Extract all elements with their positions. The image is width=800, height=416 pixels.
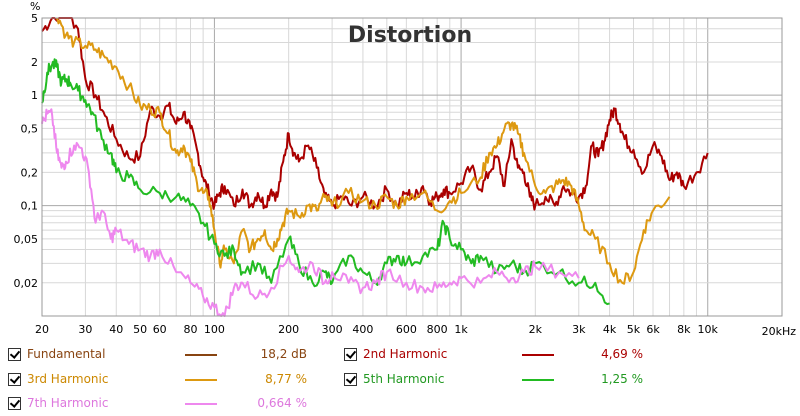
series-line-2nd-harmonic (41, 17, 709, 211)
x-tick-label: 5k (627, 323, 641, 336)
legend-label-fundamental: Fundamental (27, 347, 106, 361)
legend-value-5th-harmonic: 1,25 % (601, 372, 643, 386)
legend-label-7th-harmonic: 7th Harmonic (27, 396, 109, 410)
x-tick-label: 8k (677, 323, 691, 336)
series-line-5th-harmonic (41, 58, 610, 306)
legend: Fundamental 18,2 dB 2nd Harmonic 4,69 % … (0, 340, 800, 416)
legend-item-7th-harmonic[interactable]: 7th Harmonic 0,664 % (0, 395, 340, 413)
y-tick-label: 0,02 (14, 277, 39, 290)
5th-harmonic-checkbox[interactable] (344, 373, 357, 386)
legend-line-5th-harmonic (522, 379, 554, 381)
grid (42, 18, 782, 316)
y-tick-label: 2 (31, 56, 38, 69)
legend-line-2nd-harmonic (522, 354, 554, 356)
legend-line-7th-harmonic (185, 403, 217, 405)
fundamental-checkbox[interactable] (8, 348, 21, 361)
x-tick-label: 10k (698, 323, 719, 336)
y-tick-label: 0,1 (21, 200, 39, 213)
legend-value-3rd-harmonic: 8,77 % (265, 372, 307, 386)
x-tick-label: 80 (184, 323, 198, 336)
plot-border (41, 17, 783, 317)
y-axis-ticks: 5 2 1 0,5 0,2 0,1 0,05 0,02 (14, 12, 39, 290)
y-tick-label: 5 (31, 12, 38, 25)
x-tick-label: 600 (396, 323, 417, 336)
x-tick-label: 6k (646, 323, 660, 336)
x-tick-label: 2k (529, 323, 543, 336)
x-tick-label: 100 (204, 323, 225, 336)
legend-label-2nd-harmonic: 2nd Harmonic (363, 347, 448, 361)
x-tick-label: 800 (427, 323, 448, 336)
x-tick-label: 200 (278, 323, 299, 336)
legend-item-3rd-harmonic[interactable]: 3rd Harmonic 8,77 % (0, 371, 340, 389)
legend-line-fundamental (185, 354, 217, 356)
series-layer (41, 17, 709, 317)
series-line-7th-harmonic (41, 108, 580, 317)
x-tick-label: 40 (109, 323, 123, 336)
3rd-harmonic-checkbox[interactable] (8, 373, 21, 386)
2nd-harmonic-checkbox[interactable] (344, 348, 357, 361)
x-tick-label: 300 (322, 323, 343, 336)
x-tick-label: 4k (603, 323, 617, 336)
x-unit-label: 20kHz (762, 325, 797, 338)
chart-title: Distortion (348, 23, 472, 48)
y-tick-label: 0,2 (21, 166, 39, 179)
plot-background (42, 18, 782, 316)
y-tick-label: 1 (31, 89, 38, 102)
x-tick-label: 50 (133, 323, 147, 336)
distortion-chart: 5 2 1 0,5 0,2 0,1 0,05 0,02 20 30 40 50 60 80 100 200 3… (14, 0, 797, 338)
x-tick-label: 400 (352, 323, 373, 336)
x-axis-ticks: 20 30 40 50 60 80 100 200 300 400 600 800 1k 2k 3k 4k 5k… (35, 323, 719, 336)
legend-label-3rd-harmonic: 3rd Harmonic (27, 372, 109, 386)
legend-value-7th-harmonic: 0,664 % (257, 396, 307, 410)
x-tick-label: 20 (35, 323, 49, 336)
x-tick-label: 3k (572, 323, 586, 336)
7th-harmonic-checkbox[interactable] (8, 397, 21, 410)
x-tick-label: 30 (78, 323, 92, 336)
legend-label-5th-harmonic: 5th Harmonic (363, 372, 445, 386)
y-tick-label: 0,5 (21, 122, 39, 135)
x-tick-label: 1k (454, 323, 468, 336)
y-unit-label: % (30, 0, 40, 13)
legend-line-3rd-harmonic (185, 379, 217, 381)
y-tick-label: 0,05 (14, 233, 39, 246)
legend-value-fundamental: 18,2 dB (260, 347, 307, 361)
legend-item-fundamental[interactable]: Fundamental 18,2 dB (0, 346, 340, 364)
series-line-3rd-harmonic (56, 17, 671, 285)
legend-value-2nd-harmonic: 4,69 % (601, 347, 643, 361)
x-tick-label: 60 (153, 323, 167, 336)
